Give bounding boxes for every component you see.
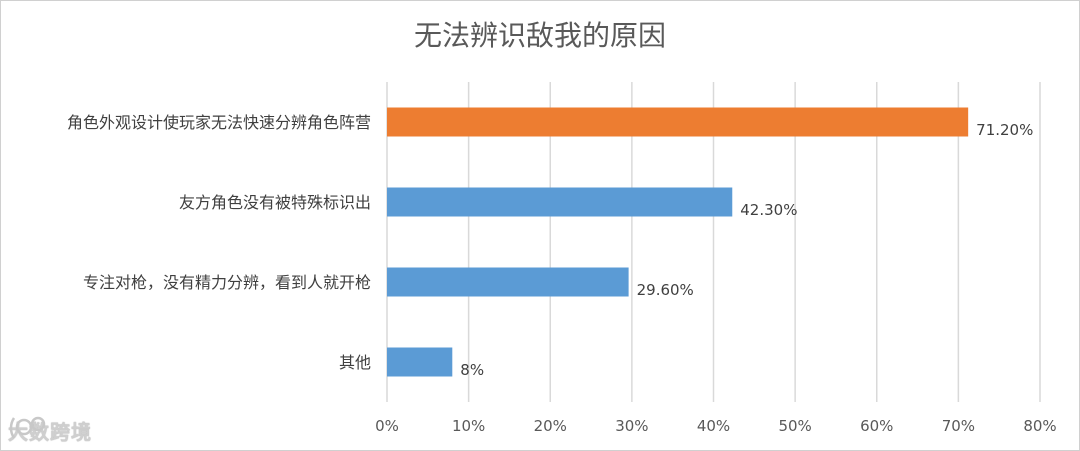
watermark-text: 大数跨境 — [8, 419, 92, 444]
x-tick-label: 10% — [452, 417, 485, 435]
watermark: 大数跨境 — [8, 414, 92, 446]
labels: 0% 10% 20% 30% 40% 50% 60% 70% 80% 角色外观设计使玩家无法快速分… — [67, 113, 1057, 435]
chart-title: 无法辨识敌我的原因 — [413, 19, 666, 52]
x-tick-label: 70% — [942, 417, 975, 435]
bar — [387, 347, 453, 377]
bar — [387, 267, 629, 297]
bar — [387, 107, 969, 137]
x-tick-label: 80% — [1023, 417, 1056, 435]
data-label: 71.20% — [976, 121, 1033, 139]
x-tick-label: 40% — [697, 417, 730, 435]
data-label: 29.60% — [637, 281, 694, 299]
x-tick-label: 50% — [778, 417, 811, 435]
bar — [387, 187, 733, 217]
data-label: 8% — [460, 361, 484, 379]
x-tick-label: 30% — [615, 417, 648, 435]
category-label: 角色外观设计使玩家无法快速分辨角色阵营 — [67, 113, 371, 132]
x-tick-label: 20% — [534, 417, 567, 435]
data-label: 42.30% — [740, 201, 797, 219]
category-label: 友方角色没有被特殊标识出 — [179, 193, 371, 212]
x-tick-label: 60% — [860, 417, 893, 435]
watermark-logo-icon — [9, 416, 46, 439]
bars — [387, 107, 969, 377]
category-label: 专注对枪，没有精力分辨，看到人就开枪 — [83, 273, 371, 292]
category-label: 其他 — [339, 353, 371, 372]
x-tick-label: 0% — [375, 417, 399, 435]
